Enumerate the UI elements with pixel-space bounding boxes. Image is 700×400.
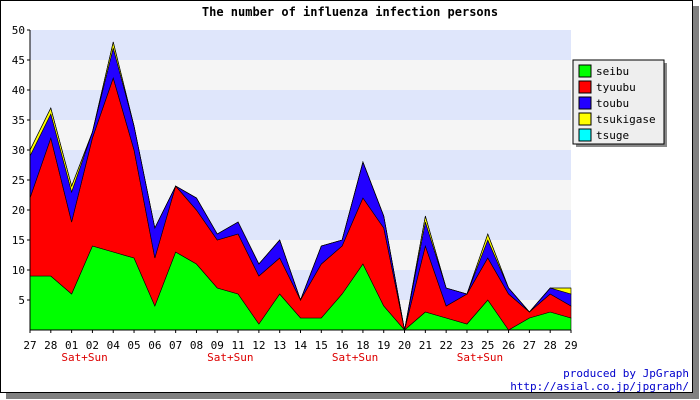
weekend-note: Sat+Sun — [457, 351, 503, 364]
legend: seibu tyuubu toubu tsukigase tsuge — [572, 59, 667, 147]
y-tick-label: 35 — [12, 114, 25, 127]
chart-title: The number of influenza infection person… — [202, 5, 498, 19]
credit-line: produced by JpGraph — [563, 367, 689, 380]
x-tick-label: 23 — [460, 339, 473, 352]
x-tick-label: 08 — [190, 339, 203, 352]
x-tick-label: 13 — [273, 339, 286, 352]
axes — [27, 29, 572, 333]
y-tick-label: 10 — [12, 264, 25, 277]
legend-label-tsuge: tsuge — [596, 129, 629, 142]
weekend-note: Sat+Sun — [332, 351, 378, 364]
x-tick-label: 09 — [211, 339, 224, 352]
y-tick-label: 5 — [18, 294, 25, 307]
legend-swatch-seibu — [578, 64, 592, 78]
legend-label-tyuubu: tyuubu — [596, 81, 636, 94]
credit-line: http://asial.co.jp/jpgraph/ — [510, 380, 689, 393]
legend-label-seibu: seibu — [596, 65, 629, 78]
x-tick-label: 19 — [377, 339, 390, 352]
y-tick-label: 15 — [12, 234, 25, 247]
y-tick-label: 20 — [12, 204, 25, 217]
x-tick-label: 02 — [86, 339, 99, 352]
x-tick-label: 11 — [231, 339, 244, 352]
x-tick-label: 20 — [398, 339, 411, 352]
legend-swatch-tsukigase — [578, 112, 592, 126]
y-tick-label: 30 — [12, 144, 25, 157]
x-tick-label: 16 — [335, 339, 348, 352]
x-tick-label: 14 — [294, 339, 308, 352]
x-tick-label: 28 — [544, 339, 557, 352]
area-tsuge — [29, 41, 571, 331]
x-tick-label: 18 — [356, 339, 369, 352]
x-tick-label: 29 — [564, 339, 577, 352]
x-tick-label: 22 — [440, 339, 453, 352]
legend-label-tsukigase: tsukigase — [596, 113, 656, 126]
legend-swatch-tsuge — [578, 128, 592, 142]
grid-band — [30, 30, 571, 60]
y-tick-labels: 5 10 15 20 25 30 35 40 45 50 — [12, 24, 25, 307]
y-tick-label: 25 — [12, 174, 25, 187]
credits: produced by JpGraphhttp://asial.co.jp/jp… — [510, 367, 689, 393]
frame-shadow-bottom — [6, 393, 699, 399]
y-tick-label: 50 — [12, 24, 25, 37]
x-tick-label: 26 — [502, 339, 515, 352]
legend-label-toubu: toubu — [596, 97, 629, 110]
x-tick-label: 07 — [169, 339, 182, 352]
x-notes: Sat+Sun Sat+Sun Sat+Sun Sat+Sun — [61, 351, 503, 364]
legend-swatch-tyuubu — [578, 80, 592, 94]
x-tick-label: 21 — [419, 339, 432, 352]
x-tick-label: 04 — [107, 339, 121, 352]
x-tick-labels: 27 28 01 02 04 05 06 07 08 09 11 12 13 14 15 16 18 19 20 21… — [23, 339, 577, 352]
x-tick-label: 27 — [523, 339, 536, 352]
x-tick-label: 05 — [127, 339, 140, 352]
y-tick-label: 40 — [12, 84, 25, 97]
y-tick-label: 45 — [12, 54, 25, 67]
x-tick-label: 28 — [44, 339, 57, 352]
weekend-note: Sat+Sun — [61, 351, 107, 364]
x-tick-label: 27 — [23, 339, 36, 352]
frame-shadow-right — [693, 6, 699, 399]
legend-swatch-toubu — [578, 96, 592, 110]
x-tick-label: 15 — [315, 339, 328, 352]
x-tick-label: 12 — [252, 339, 265, 352]
x-tick-label: 06 — [148, 339, 161, 352]
x-tick-label: 25 — [481, 339, 494, 352]
area-series — [29, 41, 572, 331]
x-tick-label: 01 — [65, 339, 78, 352]
weekend-note: Sat+Sun — [207, 351, 253, 364]
